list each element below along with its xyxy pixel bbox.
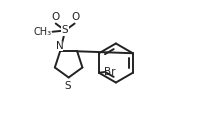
Text: S: S (62, 25, 68, 36)
Text: N: N (56, 41, 63, 51)
Text: S: S (65, 81, 71, 91)
Text: O: O (71, 12, 79, 22)
Text: Br: Br (104, 67, 116, 77)
Text: CH₃: CH₃ (33, 27, 52, 37)
Text: O: O (51, 12, 59, 22)
